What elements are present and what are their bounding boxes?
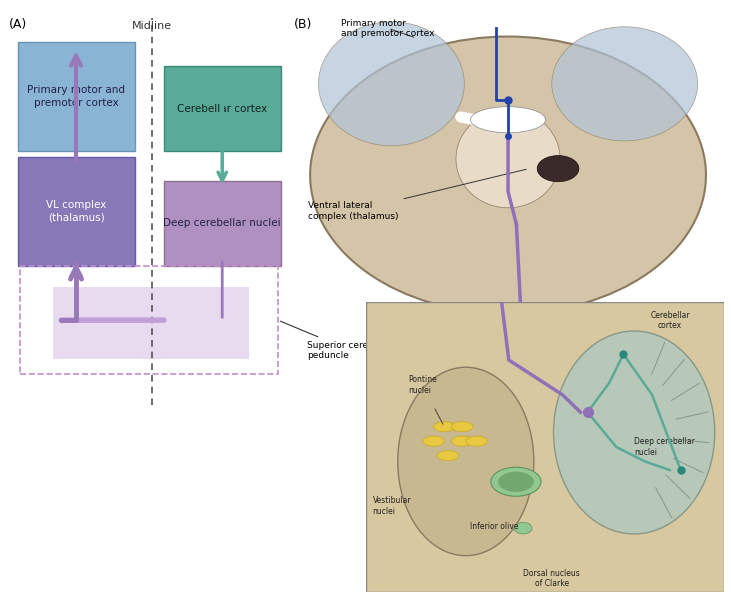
Ellipse shape [310, 36, 706, 314]
Text: Deep cerebellar nuclei: Deep cerebellar nuclei [164, 219, 281, 228]
Bar [53, 287, 249, 359]
FancyArrowPatch shape [461, 117, 505, 126]
Text: Superior cerebellar
peduncle: Superior cerebellar peduncle [281, 321, 394, 360]
FancyBboxPatch shape [18, 157, 135, 266]
Text: VL complex
(thalamus): VL complex (thalamus) [46, 200, 106, 223]
Ellipse shape [433, 422, 455, 432]
Ellipse shape [452, 436, 473, 446]
Ellipse shape [319, 22, 464, 146]
Text: Inferior olive: Inferior olive [470, 522, 519, 532]
Ellipse shape [491, 467, 541, 496]
Text: Midline: Midline [132, 21, 172, 31]
Ellipse shape [452, 422, 473, 432]
Ellipse shape [466, 436, 488, 446]
Ellipse shape [423, 436, 444, 446]
Ellipse shape [552, 27, 697, 141]
Text: Primary motor
and premotor cortex: Primary motor and premotor cortex [341, 19, 435, 38]
Ellipse shape [456, 110, 560, 208]
Text: (A): (A) [9, 18, 27, 31]
Text: Pontine
nuclei: Pontine nuclei [409, 375, 437, 395]
Text: (B): (B) [294, 18, 312, 31]
Ellipse shape [537, 156, 579, 182]
Text: Ventral lateral
complex (thalamus): Ventral lateral complex (thalamus) [308, 169, 526, 220]
Ellipse shape [514, 522, 532, 534]
Bar [20, 266, 278, 374]
Text: Vestibular
nuclei: Vestibular nuclei [373, 496, 412, 516]
FancyBboxPatch shape [164, 181, 281, 266]
Ellipse shape [437, 451, 458, 461]
Ellipse shape [498, 472, 534, 492]
FancyBboxPatch shape [18, 42, 135, 151]
Ellipse shape [471, 107, 545, 133]
Text: Cerebellar
cortex: Cerebellar cortex [650, 310, 690, 330]
Text: Primary motor and
premotor cortex: Primary motor and premotor cortex [27, 85, 125, 108]
Text: Dorsal nucleus
of Clarke: Dorsal nucleus of Clarke [523, 569, 580, 588]
Ellipse shape [553, 331, 715, 534]
Text: Deep cerebellar
nuclei: Deep cerebellar nuclei [634, 437, 695, 457]
FancyBboxPatch shape [164, 66, 281, 151]
Ellipse shape [398, 367, 534, 556]
Text: Cerebellar cortex: Cerebellar cortex [177, 104, 268, 114]
